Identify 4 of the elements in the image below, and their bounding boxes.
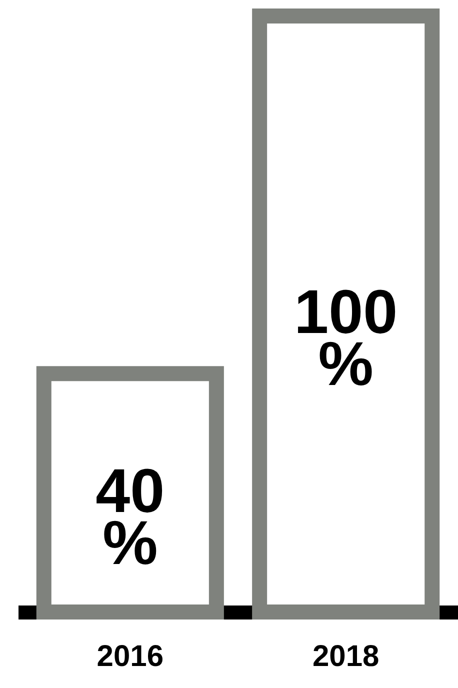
x-tick-label: 2016 xyxy=(96,640,164,673)
x-tick-label: 2018 xyxy=(312,640,380,673)
data-label: 40 % xyxy=(96,456,165,578)
data-label: 100 % xyxy=(294,278,398,399)
